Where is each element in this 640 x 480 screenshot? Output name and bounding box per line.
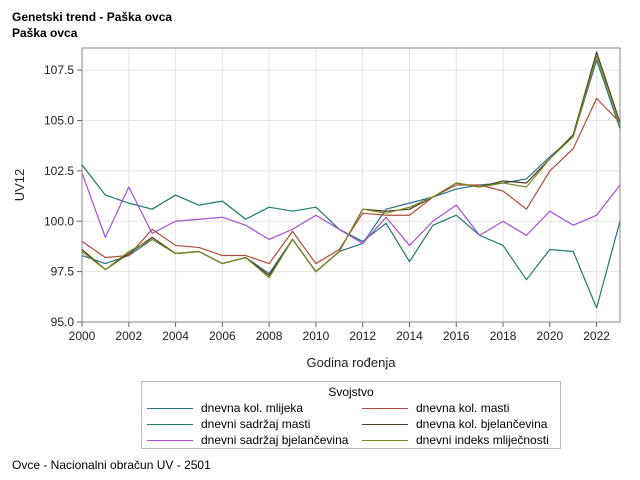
legend: Svojstvo dnevna kol. mlijeka dnevna kol. …	[141, 381, 561, 449]
legend-label: dnevni sadržaj bjelančevina	[201, 433, 349, 447]
legend-item: dnevni indeks mliječnosti	[362, 433, 549, 447]
x-tick-label: 2002	[115, 329, 142, 343]
footnote: Ovce - Nacionalni obračun UV - 2501	[12, 458, 211, 472]
x-tick-label: 2010	[303, 329, 330, 343]
legend-label: dnevna kol. mlijeka	[201, 401, 304, 415]
x-tick-label: 2000	[69, 329, 96, 343]
series-line-2	[81, 97, 621, 265]
y-tick-label: 102.5	[44, 164, 74, 178]
x-tick-label: 2012	[349, 329, 376, 343]
legend-item: dnevni sadržaj bjelančevina	[147, 433, 348, 447]
legend-item: dnevna kol. masti	[362, 401, 509, 415]
legend-item: dnevna kol. bjelančevina	[362, 417, 547, 431]
series-line-5	[81, 172, 621, 247]
x-tick-label: 2008	[256, 329, 283, 343]
y-tick-label: 97.5	[51, 265, 75, 279]
x-tick-label: 2016	[443, 329, 470, 343]
legend-swatch	[147, 440, 193, 442]
x-tick-label: 2022	[583, 329, 610, 343]
series-line-4	[81, 51, 621, 277]
x-tick-label: 2014	[396, 329, 423, 343]
legend-swatch	[147, 424, 193, 426]
y-tick-label: 100.0	[44, 214, 74, 228]
series-line-1	[81, 59, 621, 275]
y-tick-label: 107.5	[44, 63, 74, 77]
legend-title: Svojstvo	[328, 385, 374, 399]
legend-label: dnevna kol. bjelančevina	[416, 417, 548, 431]
plot-frame	[81, 47, 621, 323]
chart-subtitle: Paška ovca	[12, 26, 78, 40]
legend-swatch	[362, 408, 408, 410]
y-tick-label: 105.0	[44, 114, 74, 128]
x-tick-label: 2006	[209, 329, 236, 343]
y-tick-label: 95.0	[51, 315, 75, 329]
legend-item: dnevni sadržaj masti	[147, 417, 310, 431]
x-tick-label: 2018	[490, 329, 517, 343]
line-chart: 2000 2002 2004 2006 2008 2010 2012 2014 2016 2018…	[12, 47, 621, 370]
series-line-3	[81, 164, 621, 309]
legend-label: dnevni indeks mliječnosti	[416, 433, 549, 447]
x-axis-label: Godina rođenja	[307, 355, 397, 370]
x-tick-label: 2020	[536, 329, 563, 343]
chart-title: Genetski trend - Paška ovca	[12, 10, 173, 24]
legend-label: dnevna kol. masti	[416, 401, 510, 415]
x-tick-label: 2004	[162, 329, 189, 343]
legend-label: dnevni sadržaj masti	[201, 417, 311, 431]
legend-swatch	[362, 440, 408, 442]
y-axis-label: UV12	[12, 169, 27, 202]
legend-item: dnevna kol. mlijeka	[147, 401, 303, 415]
legend-swatch	[147, 408, 193, 410]
legend-swatch	[362, 424, 408, 426]
series-line-6	[81, 55, 621, 279]
